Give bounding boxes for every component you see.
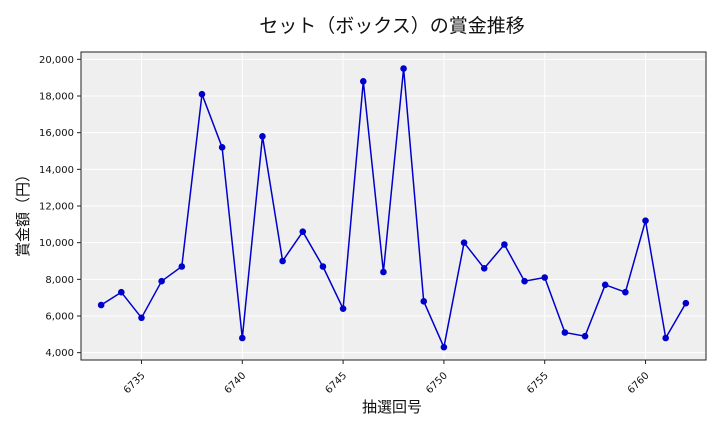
data-point bbox=[420, 298, 428, 305]
data-point bbox=[158, 277, 165, 285]
data-point bbox=[622, 288, 629, 296]
data-point bbox=[138, 314, 145, 322]
x-tick-label: 6745 bbox=[323, 370, 349, 396]
y-tick-label: 6,000 bbox=[45, 312, 74, 323]
grid-lines bbox=[81, 52, 706, 360]
data-point bbox=[460, 239, 468, 246]
data-point bbox=[259, 133, 266, 140]
series-layer bbox=[97, 65, 690, 351]
data-point bbox=[662, 334, 669, 342]
y-tick-label: 18,000 bbox=[39, 92, 74, 103]
data-point bbox=[521, 277, 528, 285]
plot-frame bbox=[80, 51, 707, 361]
data-point bbox=[440, 343, 448, 351]
data-point bbox=[501, 241, 508, 248]
data-point bbox=[682, 299, 690, 307]
data-point bbox=[541, 274, 549, 281]
data-point bbox=[238, 334, 246, 342]
y-axis-label: 賞金額（円） bbox=[14, 167, 32, 257]
x-axis-label: 抽選回号 bbox=[362, 398, 422, 416]
data-point bbox=[178, 263, 186, 270]
data-point bbox=[601, 281, 609, 289]
y-tick-label: 10,000 bbox=[39, 238, 74, 249]
data-point bbox=[400, 65, 407, 72]
x-tick-label: 6755 bbox=[525, 370, 551, 396]
data-point bbox=[359, 78, 367, 85]
series-line bbox=[100, 68, 687, 350]
data-point bbox=[581, 332, 589, 340]
data-point bbox=[198, 90, 206, 98]
data-point bbox=[480, 265, 488, 272]
x-tick-label: 6750 bbox=[424, 370, 450, 396]
x-tick-label: 6740 bbox=[223, 370, 249, 396]
data-point bbox=[339, 305, 347, 312]
y-tick-label: 14,000 bbox=[39, 165, 74, 176]
data-point bbox=[97, 301, 105, 309]
data-point bbox=[642, 217, 649, 224]
data-point bbox=[380, 268, 387, 276]
y-tick-label: 20,000 bbox=[39, 55, 74, 66]
data-point bbox=[299, 228, 307, 235]
data-point bbox=[118, 288, 125, 296]
data-point bbox=[319, 263, 327, 270]
x-tick-label: 6760 bbox=[626, 370, 652, 396]
y-tick-label: 12,000 bbox=[39, 202, 74, 213]
y-tick-label: 4,000 bbox=[45, 348, 74, 359]
y-tick-label: 16,000 bbox=[39, 128, 74, 139]
chart-title: セット（ボックス）の賞金推移 bbox=[259, 15, 524, 37]
data-point bbox=[561, 329, 569, 336]
y-tick-label: 8,000 bbox=[45, 275, 74, 286]
data-point bbox=[279, 257, 286, 265]
data-point bbox=[218, 144, 226, 151]
x-tick-label: 6735 bbox=[122, 370, 148, 396]
